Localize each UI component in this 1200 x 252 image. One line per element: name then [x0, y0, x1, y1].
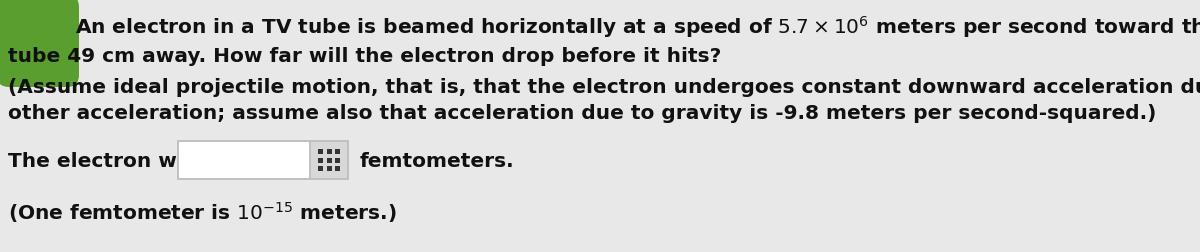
Text: An electron in a TV tube is beamed horizontally at a speed of $5.7 \times 10^6$ : An electron in a TV tube is beamed horiz… [74, 14, 1200, 40]
Bar [178, 141, 348, 179]
Text: (One femtometer is $10^{-15}$ meters.): (One femtometer is $10^{-15}$ meters.) [8, 199, 397, 224]
Bar [326, 149, 331, 154]
FancyBboxPatch shape [0, 0, 79, 88]
Text: other acceleration; assume also that acceleration due to gravity is -9.8 meters : other acceleration; assume also that acc… [8, 104, 1157, 122]
Text: The electron will drop: The electron will drop [8, 151, 258, 170]
Text: femtometers.: femtometers. [360, 151, 515, 170]
Bar [318, 149, 323, 154]
Bar [178, 141, 310, 179]
Bar [326, 158, 331, 163]
Text: (Assume ideal projectile motion, that is, that the electron undergoes constant d: (Assume ideal projectile motion, that is… [8, 78, 1200, 97]
Bar [326, 166, 331, 171]
Text: tube 49 cm away. How far will the electron drop before it hits?: tube 49 cm away. How far will the electr… [8, 47, 721, 66]
Bar [318, 158, 323, 163]
Bar [310, 141, 348, 179]
Bar [318, 166, 323, 171]
Bar [335, 158, 340, 163]
Bar [335, 149, 340, 154]
Bar [335, 166, 340, 171]
